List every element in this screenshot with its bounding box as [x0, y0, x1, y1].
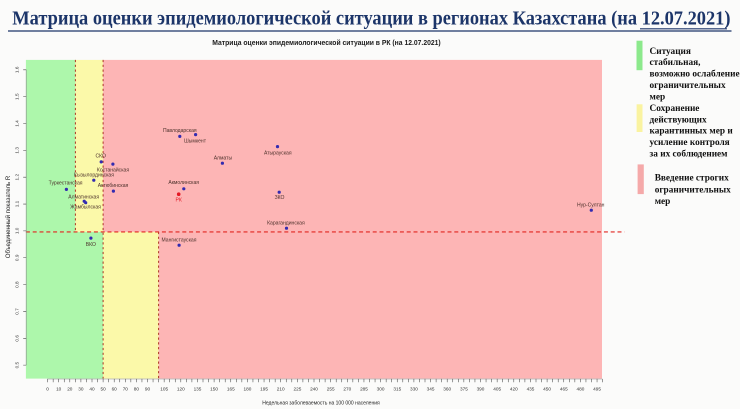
- svg-text:ВКО: ВКО: [86, 242, 96, 248]
- svg-text:0.5: 0.5: [15, 361, 20, 368]
- svg-text:Объединенный показатель R: Объединенный показатель R: [5, 175, 12, 258]
- svg-text:60: 60: [112, 387, 118, 392]
- svg-text:Матрица оценки эпидемиологичес: Матрица оценки эпидемиологической ситуац…: [212, 38, 441, 47]
- svg-text:375: 375: [460, 387, 468, 392]
- svg-text:0.6: 0.6: [15, 335, 20, 342]
- svg-text:270: 270: [343, 387, 351, 392]
- svg-text:Ситуация: Ситуация: [650, 47, 691, 57]
- svg-text:действующих: действующих: [650, 114, 708, 125]
- svg-text:Актюбинская: Актюбинская: [98, 183, 129, 189]
- svg-text:ограничительных: ограничительных: [655, 185, 731, 195]
- svg-text:255: 255: [327, 387, 335, 392]
- svg-text:480: 480: [576, 387, 584, 392]
- svg-text:390: 390: [477, 387, 485, 392]
- svg-text:30: 30: [78, 387, 84, 392]
- svg-text:Жамбылская: Жамбылская: [70, 204, 101, 210]
- svg-text:Карагандинская: Карагандинская: [267, 221, 305, 227]
- svg-text:210: 210: [277, 387, 285, 392]
- svg-text:315: 315: [393, 387, 401, 392]
- svg-text:120: 120: [177, 387, 185, 392]
- svg-text:1.3: 1.3: [15, 147, 20, 154]
- svg-text:0.9: 0.9: [15, 254, 20, 261]
- svg-text:10: 10: [56, 387, 62, 392]
- svg-text:РК: РК: [176, 197, 182, 203]
- svg-text:0: 0: [46, 387, 49, 392]
- svg-text:405: 405: [493, 387, 501, 392]
- svg-text:345: 345: [427, 387, 435, 392]
- svg-text:Павлодарская: Павлодарская: [163, 128, 197, 134]
- svg-text:мер: мер: [650, 93, 666, 103]
- svg-text:за их соблюдением: за их соблюдением: [650, 149, 729, 160]
- svg-text:СКО: СКО: [95, 154, 106, 160]
- svg-text:мер: мер: [655, 197, 671, 207]
- svg-text:1.4: 1.4: [15, 120, 20, 127]
- svg-text:ограничительных: ограничительных: [650, 81, 726, 91]
- svg-text:195: 195: [260, 387, 268, 392]
- svg-text:105: 105: [160, 387, 168, 392]
- svg-text:285: 285: [360, 387, 368, 392]
- svg-text:1.1: 1.1: [15, 200, 20, 207]
- svg-text:135: 135: [194, 387, 202, 392]
- svg-text:420: 420: [510, 387, 518, 392]
- svg-text:180: 180: [243, 387, 251, 392]
- svg-text:1.2: 1.2: [15, 174, 20, 181]
- svg-text:90: 90: [145, 387, 151, 392]
- svg-text:450: 450: [543, 387, 551, 392]
- svg-text:70: 70: [123, 387, 129, 392]
- svg-text:20: 20: [67, 387, 73, 392]
- svg-text:165: 165: [227, 387, 235, 392]
- svg-text:240: 240: [310, 387, 318, 392]
- svg-text:1.0: 1.0: [15, 227, 20, 234]
- svg-text:Туркестанская: Туркестанская: [49, 181, 83, 187]
- svg-text:Мангистауская: Мангистауская: [162, 237, 197, 243]
- svg-text:Костанайская: Костанайская: [97, 167, 129, 174]
- svg-text:стабильная,: стабильная,: [650, 57, 701, 68]
- svg-text:Сохранение: Сохранение: [650, 104, 700, 114]
- svg-text:80: 80: [134, 387, 140, 392]
- svg-text:Атырауская: Атырауская: [264, 151, 292, 157]
- svg-text:Алматы: Алматы: [214, 155, 233, 161]
- svg-text:ЗКО: ЗКО: [275, 195, 285, 201]
- svg-text:0.7: 0.7: [15, 308, 20, 315]
- svg-text:Шымкент: Шымкент: [184, 139, 207, 145]
- svg-text:435: 435: [527, 387, 535, 392]
- svg-text:330: 330: [410, 387, 418, 392]
- svg-text:50: 50: [100, 387, 106, 392]
- svg-text:1.5: 1.5: [15, 93, 20, 100]
- svg-text:300: 300: [377, 387, 385, 392]
- svg-text:Введение строгих: Введение строгих: [655, 174, 729, 184]
- svg-text:усиление контроля: усиление контроля: [650, 138, 730, 148]
- svg-text:Недельная заболеваемость на 10: Недельная заболеваемость на 100 000 насе…: [262, 400, 380, 406]
- svg-text:360: 360: [443, 387, 451, 392]
- svg-text:225: 225: [293, 387, 301, 392]
- svg-text:1.6: 1.6: [15, 66, 20, 73]
- svg-text:карантинных мер и: карантинных мер и: [650, 127, 734, 137]
- svg-text:40: 40: [89, 387, 95, 392]
- svg-text:Нур-Султан: Нур-Султан: [577, 202, 605, 208]
- svg-text:495: 495: [593, 387, 601, 392]
- svg-text:Матрица оценки эпидемиологичес: Матрица оценки эпидемиологической ситуац…: [12, 8, 730, 30]
- svg-text:150: 150: [210, 387, 218, 392]
- svg-text:465: 465: [560, 387, 568, 392]
- svg-text:Алматинская: Алматинская: [68, 195, 99, 201]
- svg-text:0.8: 0.8: [15, 281, 20, 288]
- svg-text:Акмолинская: Акмолинская: [168, 180, 199, 186]
- svg-text:Кызылординская: Кызылординская: [74, 173, 114, 179]
- svg-text:возможно ослабление: возможно ослабление: [650, 69, 740, 80]
